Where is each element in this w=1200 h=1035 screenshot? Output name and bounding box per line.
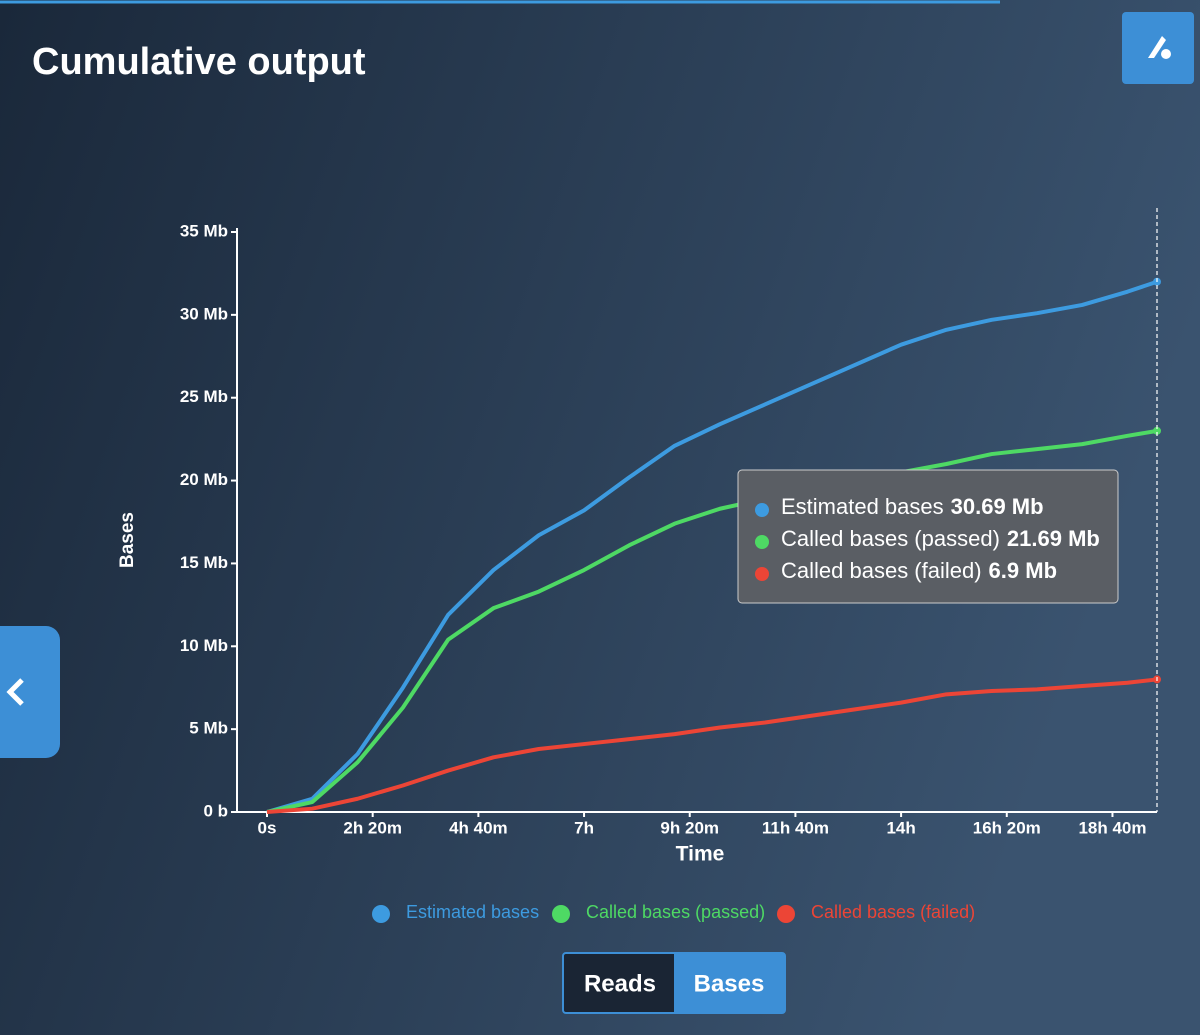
tooltip-value: 30.69 Mb — [951, 494, 1044, 519]
toggle-reads[interactable]: Reads — [584, 970, 656, 997]
x-tick-label: 7h — [574, 818, 594, 837]
tooltip-line: Called bases (passed) 21.69 Mb — [781, 526, 1100, 551]
legend-marker — [777, 905, 795, 923]
x-axis-title: Time — [676, 843, 725, 866]
tooltip-marker — [755, 535, 769, 549]
legend-label: Estimated bases — [406, 902, 539, 922]
legend-label: Called bases (failed) — [811, 902, 975, 922]
legend-marker — [372, 905, 390, 923]
y-tick-label: 20 Mb — [180, 470, 228, 489]
y-tick-label: 35 Mb — [180, 221, 228, 240]
y-tick-label: 15 Mb — [180, 553, 228, 572]
tooltip-value: 6.9 Mb — [989, 558, 1057, 583]
x-tick-label: 4h 40m — [449, 818, 508, 837]
toggle-active — [674, 954, 784, 1012]
y-tick-label: 5 Mb — [189, 719, 228, 738]
x-tick-label: 9h 20m — [660, 818, 719, 837]
x-tick-label: 11h 40m — [762, 818, 829, 837]
back-arrow — [6, 678, 24, 706]
end-point — [1153, 426, 1161, 435]
panel-title: Cumulative output — [32, 41, 366, 83]
legend: Estimated bases Called bases (passed) Call… — [372, 902, 975, 923]
tooltip-items: Estimated bases 30.69 Mb Called bases (pas… — [755, 494, 1100, 583]
y-tick-label: 25 Mb — [180, 387, 228, 406]
y-axis-title: Bases — [117, 512, 138, 568]
series-line — [266, 677, 1158, 814]
plot-area: 0 b 5 Mb 10 Mb 15 Mb 20 Mb 25 Mb 30 Mb 35 Mb 0s 2… — [117, 221, 1161, 866]
settings-icon — [1148, 36, 1166, 58]
tooltip-box — [737, 469, 1119, 604]
settings-icon-gear — [1161, 49, 1171, 59]
y-tick-label: 30 Mb — [180, 304, 228, 323]
legend-label: Called bases (passed) — [586, 902, 765, 922]
x-tick-label: 2h 20m — [343, 818, 402, 837]
tooltip-value: 21.69 Mb — [1007, 526, 1100, 551]
x-tick-label: 0s — [258, 818, 277, 837]
toggle-bases[interactable]: Bases — [694, 970, 765, 997]
tooltip-name: Called bases (passed) — [781, 526, 1000, 551]
legend-marker — [552, 905, 570, 923]
tooltip-name: Called bases (failed) — [781, 558, 982, 583]
x-tick-label: 18h 40m — [1078, 818, 1146, 837]
y-tick-label: 0 b — [203, 801, 228, 820]
x-tick-label: 14h — [886, 818, 915, 837]
tooltip-line: Called bases (failed) 6.9 Mb — [781, 558, 1057, 583]
y-tick-label: 10 Mb — [180, 636, 228, 655]
series-line — [266, 279, 1158, 814]
series-line — [266, 428, 1158, 814]
tooltip — [737, 469, 1119, 604]
x-tick-label: 16h 20m — [973, 818, 1041, 837]
tooltip-name: Estimated bases — [781, 494, 944, 519]
tooltip-marker — [755, 567, 769, 581]
tooltip-line: Estimated bases 30.69 Mb — [781, 494, 1044, 519]
back-tab[interactable] — [0, 626, 60, 758]
tooltip-marker — [755, 503, 769, 517]
